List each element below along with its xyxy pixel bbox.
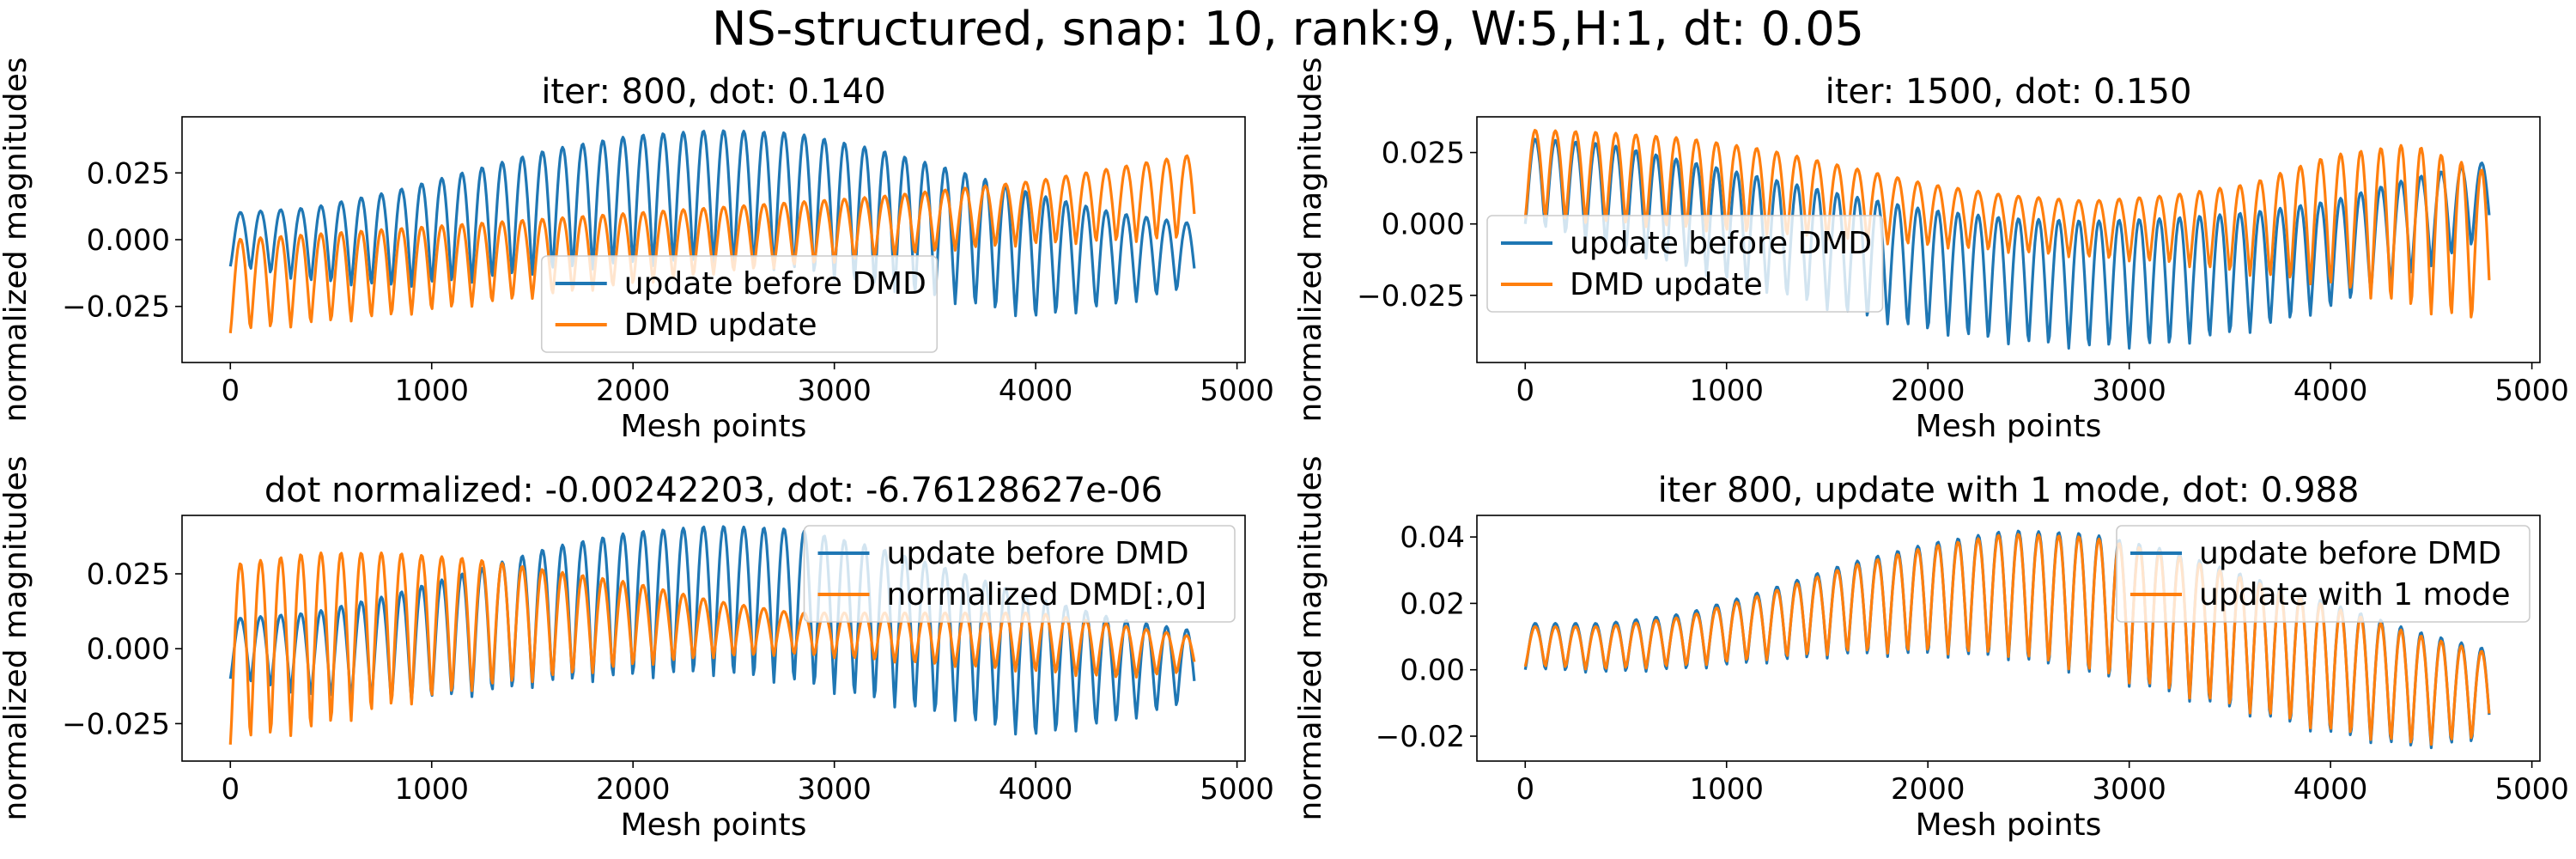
series-line-2: [1523, 533, 2491, 746]
plot-area: [228, 525, 1196, 745]
x-tick-label: 2000: [596, 374, 671, 408]
x-tick-label: 5000: [1200, 374, 1274, 408]
y-tick-label: −0.025: [62, 290, 170, 325]
x-tick-label: 4000: [2293, 772, 2368, 807]
x-tick-label: 4000: [2293, 374, 2368, 408]
legend: update before DMD normalized DMD[:,0]: [803, 525, 1236, 623]
legend-label-1: update before DMD: [2199, 536, 2501, 571]
y-tick-label: 0.025: [1382, 137, 1465, 171]
axes-frame: [1476, 515, 2541, 762]
y-axis: −0.025 0.000 0.025: [62, 557, 182, 741]
x-axis-label: Mesh points: [621, 409, 807, 444]
y-tick-label: −0.025: [1357, 279, 1465, 314]
figure-title: NS-structured, snap: 10, rank:9, W:5,H:1…: [712, 2, 1864, 56]
y-axis-label: normalized magnitudes: [1293, 58, 1328, 423]
x-axis: 0 1000 2000 3000 4000 5000: [1516, 362, 2569, 408]
x-tick-label: 3000: [797, 374, 872, 408]
y-tick-label: 0.02: [1400, 587, 1465, 621]
legend: update before DMD update with 1 mode: [2116, 525, 2530, 623]
y-tick-label: 0.000: [87, 223, 170, 258]
legend-label-2: normalized DMD[:,0]: [887, 577, 1207, 612]
y-axis: −0.025 0.000 0.025: [1357, 137, 1477, 314]
x-tick-label: 2000: [1891, 772, 1965, 807]
y-axis-label: normalized magnitudes: [0, 58, 33, 423]
x-tick-label: 3000: [797, 772, 872, 807]
x-tick-label: 5000: [2494, 772, 2569, 807]
series-2: [228, 551, 1196, 745]
subplot-3: 0 1000 2000 3000 4000 5000 −0.025 0.000 0.025 dot…: [0, 456, 1274, 843]
y-tick-label: 0.000: [87, 632, 170, 667]
legend-label-2: update with 1 mode: [2199, 577, 2511, 612]
legend-box: [803, 525, 1236, 623]
x-axis: 0 1000 2000 3000 4000 5000: [1516, 761, 2569, 807]
subplot-4: 0 1000 2000 3000 4000 5000 −0.02 0.00 0.02 0.04 it…: [1293, 456, 2569, 843]
legend-label-2: DMD update: [1570, 267, 1763, 302]
subplot-2: 0 1000 2000 3000 4000 5000 −0.025 0.000 0.025 ite…: [1293, 58, 2569, 444]
x-tick-label: 2000: [1891, 374, 1965, 408]
x-tick-label: 5000: [1200, 772, 1274, 807]
axes-frame: [181, 515, 1246, 762]
legend-label-1: update before DMD: [624, 266, 927, 302]
y-tick-label: 0.025: [87, 557, 170, 592]
legend-label-1: update before DMD: [1570, 226, 1872, 261]
series-line-2: [228, 551, 1196, 745]
subplot-1: 0 1000 2000 3000 4000 5000 −0.025 0.000 0.025 ite…: [0, 58, 1274, 444]
x-tick-label: 4000: [999, 374, 1073, 408]
x-tick-label: 1000: [1689, 772, 1764, 807]
x-tick-label: 3000: [2092, 772, 2166, 807]
x-tick-label: 2000: [596, 772, 671, 807]
series-1: [228, 129, 1196, 318]
x-tick-label: 0: [221, 374, 240, 408]
x-axis-label: Mesh points: [1916, 409, 2102, 444]
x-axis-label: Mesh points: [621, 807, 807, 843]
legend-box: [2116, 525, 2530, 623]
y-tick-label: 0.000: [1382, 208, 1465, 242]
legend-box: [540, 255, 939, 353]
x-axis: 0 1000 2000 3000 4000 5000: [221, 761, 1274, 807]
x-tick-label: 5000: [2494, 374, 2569, 408]
x-tick-label: 4000: [999, 772, 1073, 807]
y-tick-label: 0.04: [1400, 521, 1465, 555]
subplot-title: dot normalized: -0.00242203, dot: -6.761…: [264, 471, 1163, 510]
x-tick-label: 0: [1516, 374, 1534, 408]
x-tick-label: 1000: [394, 374, 469, 408]
legend: update before DMD DMD update: [1486, 215, 1884, 313]
series-line-1: [228, 129, 1196, 318]
plot-area: [1523, 529, 2491, 750]
y-tick-label: 0.025: [87, 156, 170, 191]
subplot-title: iter: 800, dot: 0.140: [541, 72, 885, 112]
x-tick-label: 0: [1516, 772, 1534, 807]
x-axis: 0 1000 2000 3000 4000 5000: [221, 362, 1274, 408]
x-tick-label: 1000: [394, 772, 469, 807]
y-axis-label: normalized magnitudes: [1293, 456, 1328, 821]
legend-label-1: update before DMD: [887, 536, 1189, 571]
y-axis: −0.025 0.000 0.025: [62, 156, 182, 325]
x-tick-label: 1000: [1689, 374, 1764, 408]
x-tick-label: 3000: [2092, 374, 2166, 408]
y-axis-label: normalized magnitudes: [0, 456, 33, 821]
axes-frame: [1476, 116, 2541, 363]
y-tick-label: −0.025: [62, 707, 170, 741]
subplot-title: iter: 1500, dot: 0.150: [1826, 72, 2192, 112]
legend-box: [1486, 215, 1884, 313]
x-axis-label: Mesh points: [1916, 807, 2102, 843]
y-axis: −0.02 0.00 0.02 0.04: [1376, 521, 1477, 754]
y-tick-label: −0.02: [1376, 720, 1465, 754]
subplots: 0 1000 2000 3000 4000 5000−0.0250.0000.025ite…: [0, 58, 2569, 843]
x-tick-label: 0: [221, 772, 240, 807]
subplot-title: iter 800, update with 1 mode, dot: 0.988: [1658, 471, 2360, 510]
series-2: [1523, 533, 2491, 746]
y-tick-label: 0.00: [1400, 654, 1465, 688]
legend-label-2: DMD update: [624, 308, 817, 343]
legend: update before DMD DMD update: [540, 255, 939, 353]
